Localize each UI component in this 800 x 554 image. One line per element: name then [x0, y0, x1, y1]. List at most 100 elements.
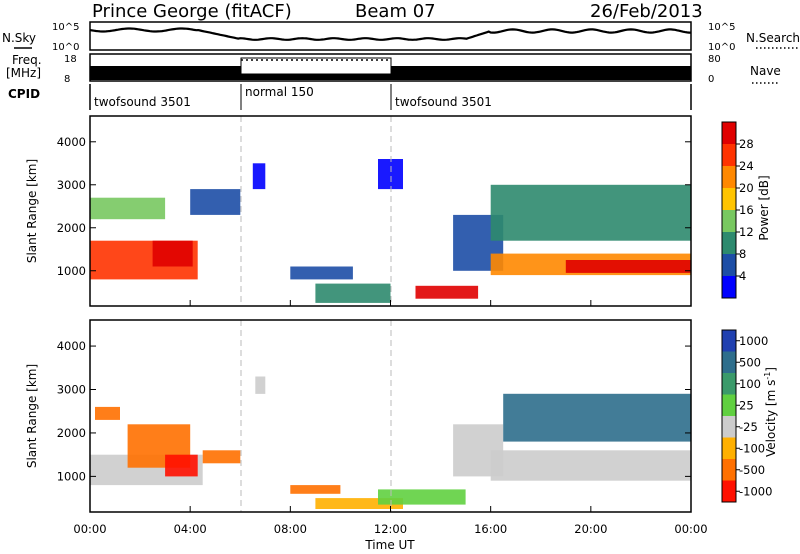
cpid-segment-3: twofsound 3501 [395, 95, 492, 109]
power-cell [252, 163, 266, 190]
power-colorbar-label: Power [dB] [757, 175, 771, 240]
y-tick-label: 3000 [57, 178, 86, 192]
velocity-cell [290, 485, 341, 494]
velocity-colorbar-label: Velocity [m s-1] [763, 367, 778, 457]
x-tick-label: 20:00 [574, 522, 607, 536]
freq-bar-early [90, 66, 241, 80]
colorbar-swatch [722, 122, 736, 144]
freq-bar-mid [241, 74, 391, 80]
colorbar-frame [721, 329, 737, 503]
colorbar-tick-label: -500 [739, 463, 765, 477]
noise-panel: N.Sky 10^5 10^0 10^5 10^0 N.Search [2, 21, 800, 53]
colorbar-swatch [722, 351, 736, 373]
colorbar-swatch [722, 437, 736, 459]
freq-panel: Freq. [MHz] 18 8 80 0 Nave [6, 53, 781, 85]
velocity-colorbar: 1000 500 100 25 -25 -100 -500 -1000 [721, 329, 772, 503]
y-tick-label: 4000 [57, 339, 86, 353]
freq-label: Freq. [12, 53, 42, 67]
x-tick-label: 00:00 [73, 522, 106, 536]
colorbar-tick-label: -1000 [739, 484, 772, 498]
nave-tick-bottom: 0 [708, 74, 714, 85]
colorbar-tick-label: 28 [739, 137, 754, 151]
cpid-segment-2: normal 150 [245, 85, 314, 99]
colorbar-tick-label: 1000 [739, 334, 768, 348]
sky-tick-bottom: 10^0 [52, 42, 79, 53]
colorbar-tick-label: 20 [739, 181, 754, 195]
cpid-segment-1: twofsound 3501 [94, 95, 191, 109]
freq-tick-bottom: 8 [64, 74, 70, 85]
x-tick-label: 16:00 [474, 522, 507, 536]
power-cell [378, 159, 403, 190]
x-tick-label: 04:00 [174, 522, 207, 536]
power-cell [190, 189, 241, 215]
noise-trace [89, 27, 691, 41]
velocity-cell [315, 498, 403, 509]
colorbar-swatch [722, 232, 736, 254]
power-cell [290, 266, 353, 280]
n-search-label: N.Search [746, 31, 800, 45]
colorbar-tick-label: 24 [739, 159, 754, 173]
power-ylabel: Slant Range [km] [25, 159, 39, 263]
colorbar-tick-label: 500 [739, 355, 761, 369]
freq-tick-top: 18 [64, 54, 77, 65]
velocity-cells [90, 376, 691, 509]
y-tick-label: 1000 [57, 264, 86, 278]
colorbar-tick-label: 100 [739, 377, 761, 391]
colorbar-tick-label: 8 [739, 247, 746, 261]
colorbar-swatch [722, 480, 736, 502]
colorbar-swatch [722, 459, 736, 481]
power-cell [152, 240, 193, 267]
power-cell [565, 260, 691, 273]
y-tick-label: 2000 [57, 426, 86, 440]
y-tick-label: 3000 [57, 383, 86, 397]
station-title: Prince George (fitACF) [92, 1, 292, 22]
power-cell [315, 283, 391, 303]
power-cell [90, 197, 166, 220]
date-title: 26/Feb/2013 [590, 1, 703, 22]
colorbar-tick-label: 12 [739, 225, 754, 239]
power-cell [490, 184, 691, 241]
colorbar-tick-label: 4 [739, 269, 746, 283]
x-tick-label: 00:00 [674, 522, 707, 536]
colorbar-swatch [722, 210, 736, 232]
cpid-label: CPID [8, 87, 40, 101]
colorbar-tick-label: 25 [739, 398, 754, 412]
colorbar-swatch [722, 416, 736, 438]
x-tick-label: 08:00 [274, 522, 307, 536]
colorbar-tick-label: 16 [739, 203, 754, 217]
velocity-cell [378, 489, 466, 505]
colorbar-swatch [722, 276, 736, 298]
search-tick-bottom: 10^0 [708, 42, 735, 53]
velocity-cell [95, 406, 120, 420]
velocity-cell [165, 454, 198, 477]
nave-tick-top: 80 [708, 54, 721, 65]
colorbar-tick-label: -25 [739, 420, 758, 434]
colorbar-swatch [722, 188, 736, 210]
colorbar-tick-label: -100 [739, 441, 765, 455]
freq-bar-late [391, 66, 691, 80]
velocity-panel: 1000 2000 3000 4000 Slant Range [km] 1000 50… [25, 319, 778, 513]
colorbar-swatch [722, 373, 736, 395]
colorbar-swatch [722, 166, 736, 188]
velocity-cell [503, 393, 691, 442]
nave-label: Nave [750, 64, 781, 78]
y-tick-label: 4000 [57, 135, 86, 149]
y-tick-label: 2000 [57, 221, 86, 235]
power-cell [415, 285, 479, 299]
velocity-y-ticks: 1000 2000 3000 4000 [57, 339, 691, 483]
search-tick-top: 10^5 [708, 22, 735, 33]
freq-unit-label: [MHz] [6, 66, 41, 80]
velocity-cell [490, 450, 691, 481]
velocity-cell [255, 376, 266, 394]
x-axis-label: Time UT [364, 538, 415, 552]
power-colorbar: 4 8 12 16 20 24 28 [721, 121, 754, 299]
sky-tick-top: 10^5 [52, 22, 79, 33]
n-sky-label: N.Sky [2, 31, 36, 45]
colorbar-swatch [722, 394, 736, 416]
velocity-cell [202, 450, 241, 464]
power-cells [90, 159, 691, 303]
colorbar-swatch [722, 254, 736, 276]
velocity-ylabel: Slant Range [km] [25, 364, 39, 468]
x-tick-label: 12:00 [374, 522, 407, 536]
